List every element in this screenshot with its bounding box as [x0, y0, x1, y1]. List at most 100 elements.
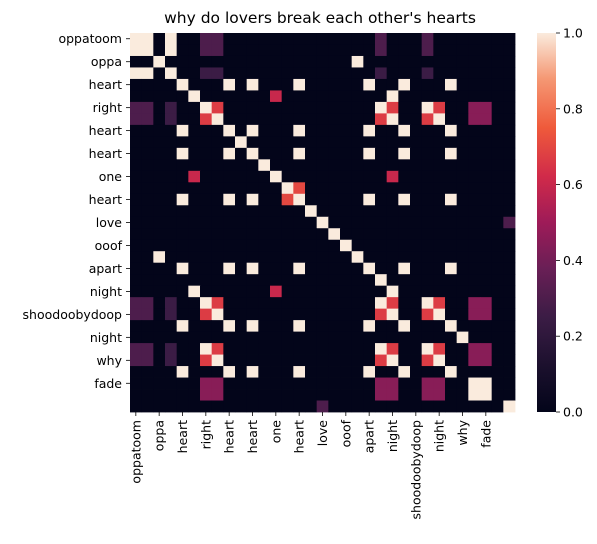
heatmap-cell [270, 136, 283, 149]
heatmap-cell [433, 331, 446, 344]
heatmap-cell [386, 136, 399, 149]
heatmap-cell [421, 331, 434, 344]
heatmap-cell [340, 377, 353, 390]
heatmap-cell [188, 67, 201, 80]
heatmap-cell [235, 297, 248, 310]
heatmap-cell [223, 182, 236, 195]
heatmap-cell [258, 44, 271, 57]
heatmap-cell [176, 90, 189, 103]
heatmap-cell [316, 400, 329, 413]
colorbar-tick-label: 0.2 [563, 329, 583, 344]
heatmap-cell [491, 262, 504, 275]
y-tick-label: shoodoobydoop [23, 307, 123, 322]
heatmap-cell [363, 297, 376, 310]
heatmap-cell [503, 159, 516, 172]
heatmap-cell [153, 78, 166, 91]
heatmap-cell [165, 228, 178, 241]
heatmap-cell [235, 389, 248, 401]
heatmap-cell [200, 55, 213, 68]
heatmap-cell [363, 33, 376, 45]
heatmap-cell [188, 55, 201, 68]
heatmap-cell [480, 101, 493, 114]
heatmap-cell [153, 90, 166, 103]
heatmap-cell [456, 308, 469, 321]
heatmap-cell [386, 377, 399, 390]
heatmap-cell [328, 366, 341, 378]
heatmap-cell [188, 78, 201, 91]
heatmap-cell [165, 44, 178, 57]
heatmap-cell [176, 170, 189, 183]
heatmap-cell [211, 216, 224, 229]
heatmap-cell [153, 343, 166, 355]
heatmap-cell [480, 67, 493, 80]
x-tick-label: shoodoobydoop [408, 420, 423, 520]
heatmap-cell [200, 320, 213, 333]
heatmap-cell [130, 182, 143, 195]
heatmap-cell [375, 262, 388, 275]
heatmap-cell [258, 78, 271, 91]
heatmap-cell [130, 262, 143, 275]
heatmap-cell [456, 44, 469, 57]
heatmap-cell [235, 354, 248, 367]
heatmap-cell [188, 239, 201, 252]
heatmap-cell [223, 262, 236, 275]
heatmap-cell [398, 228, 411, 241]
heatmap-cell [491, 193, 504, 206]
heatmap-cell [200, 285, 213, 298]
heatmap-cell [200, 262, 213, 275]
heatmap-cell [363, 320, 376, 333]
heatmap-cell [386, 101, 399, 114]
heatmap-cell [456, 400, 469, 413]
heatmap-cell [188, 377, 201, 390]
heatmap-cell [456, 285, 469, 298]
heatmap-cell [456, 389, 469, 401]
heatmap-cell [200, 124, 213, 137]
heatmap-cell [445, 354, 458, 367]
heatmap-cell [503, 285, 516, 298]
heatmap-cell [503, 193, 516, 206]
heatmap-cell [456, 55, 469, 68]
heatmap-cell [153, 274, 166, 287]
heatmap-cell [235, 228, 248, 241]
heatmap-cell [130, 377, 143, 390]
heatmap-cell [305, 136, 318, 149]
heatmap-cell [445, 113, 458, 126]
heatmap-cell [176, 377, 189, 390]
heatmap-cell [503, 136, 516, 149]
heatmap-cell [456, 228, 469, 241]
heatmap-cell [480, 113, 493, 126]
heatmap-cell [480, 251, 493, 264]
heatmap-cell [398, 251, 411, 264]
heatmap-cell [351, 216, 364, 229]
heatmap-cell [188, 400, 201, 413]
heatmap-cell [200, 400, 213, 413]
x-tick-label: heart [292, 420, 307, 453]
heatmap-cell [165, 182, 178, 195]
heatmap-cell [398, 136, 411, 149]
heatmap-cell [130, 389, 143, 401]
heatmap-cell [340, 113, 353, 126]
heatmap-cell [363, 389, 376, 401]
heatmap-cell [340, 228, 353, 241]
heatmap-cell [445, 205, 458, 218]
heatmap-cell [130, 90, 143, 103]
heatmap-cell [375, 331, 388, 344]
x-tick-label: apart [362, 420, 377, 453]
heatmap-cell [433, 205, 446, 218]
heatmap-cell [421, 90, 434, 103]
heatmap-cell [153, 124, 166, 137]
heatmap-cell [316, 205, 329, 218]
heatmap-cell [165, 124, 178, 137]
heatmap-cell [421, 228, 434, 241]
heatmap-cell [316, 67, 329, 80]
heatmap-cell [480, 331, 493, 344]
heatmap-cell [211, 274, 224, 287]
heatmap-cell [281, 147, 294, 160]
heatmap-cell [258, 239, 271, 252]
heatmap-cell [165, 320, 178, 333]
heatmap-cell [165, 33, 178, 45]
heatmap-cell [281, 262, 294, 275]
heatmap-cell [211, 366, 224, 378]
heatmap-cell [235, 44, 248, 57]
heatmap-cell [130, 285, 143, 298]
